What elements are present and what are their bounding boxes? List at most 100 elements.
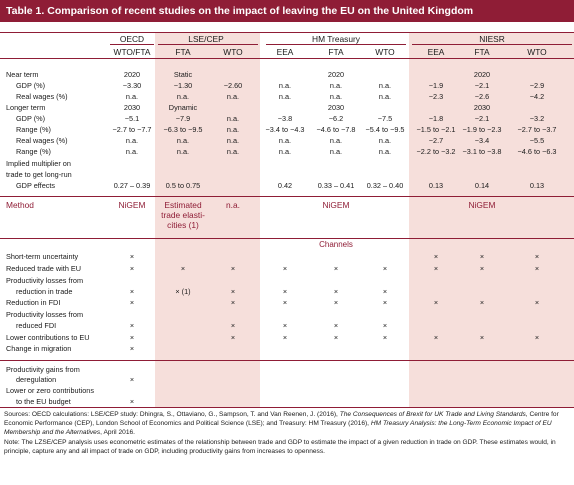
table-cell: n.a. xyxy=(329,136,343,145)
channel-mark: × xyxy=(230,298,236,307)
channel-mark: × xyxy=(129,397,135,406)
channel-mark: × xyxy=(129,321,135,330)
table-cell: 2020 xyxy=(327,70,345,79)
table-cell: 2030 xyxy=(123,103,141,112)
scenario-header: WTO/FTA xyxy=(113,47,151,57)
rule-org-underline-oecd xyxy=(110,44,154,45)
channel-mark: × xyxy=(382,298,388,307)
sources-text-3: , April 2016. xyxy=(100,429,135,437)
scenario-header: EEA xyxy=(427,47,445,57)
rule-org-underline-hmt xyxy=(266,44,406,45)
channel-mark: × xyxy=(129,252,135,261)
channel-mark: × xyxy=(479,298,485,307)
org-header: NIESR xyxy=(479,34,505,44)
row-label: Range (%) xyxy=(16,147,51,156)
channel-mark: × xyxy=(382,264,388,273)
channel-mark: × xyxy=(333,333,339,342)
channel-label: Productivity gains from xyxy=(6,365,80,374)
method-niesr: NiGEM xyxy=(468,200,496,210)
table-title: Table 1. Comparison of recent studies on… xyxy=(0,0,574,22)
table-cell: 2030 xyxy=(473,103,491,112)
table-cell: −5.4 to −9.5 xyxy=(365,125,405,134)
channel-mark: × xyxy=(282,264,288,273)
table-cell: −2.9 xyxy=(529,81,545,90)
table-cell: −3.1 to −3.8 xyxy=(462,147,502,156)
channel-mark: × xyxy=(282,321,288,330)
table-cell: n.a. xyxy=(278,136,292,145)
row-label: Real wages (%) xyxy=(16,136,68,145)
table-cell: −7.9 xyxy=(175,114,191,123)
scenario-header: WTO xyxy=(527,47,547,57)
table-cell: n.a. xyxy=(329,92,343,101)
rule-org-underline-niesr xyxy=(412,44,572,45)
channel-mark: × (1) xyxy=(175,287,191,296)
table-cell: −7.5 xyxy=(377,114,393,123)
table-cell: −5.1 xyxy=(124,114,140,123)
table-cell: n.a. xyxy=(378,81,392,90)
scenario-header: WTO xyxy=(375,47,395,57)
channel-mark: × xyxy=(382,287,388,296)
table-cell: −1.9 xyxy=(428,81,444,90)
rule-org-underline-lse xyxy=(158,44,258,45)
channel-mark: × xyxy=(180,264,186,273)
table-cell: −2.1 xyxy=(474,114,490,123)
method-lse-fta: Estimated xyxy=(164,200,202,210)
table-cell: n.a. xyxy=(125,147,139,156)
channel-label: reduction in trade xyxy=(16,287,73,296)
table-cell: n.a. xyxy=(378,136,392,145)
rule-method-top xyxy=(0,196,574,197)
rule-method-bottom xyxy=(0,238,574,239)
channel-label: Short-term uncertainty xyxy=(6,252,79,261)
row-label: Real wages (%) xyxy=(16,92,68,101)
method-oecd: NiGEM xyxy=(118,200,146,210)
table-cell: −3.8 xyxy=(277,114,293,123)
lse-shading xyxy=(155,32,260,407)
channel-label: Lower contributions to EU xyxy=(6,333,90,342)
channel-mark: × xyxy=(433,264,439,273)
multiplier-value: 0.5 to 0.75 xyxy=(165,181,201,190)
channel-mark: × xyxy=(333,321,339,330)
table-cell: −2.6 xyxy=(474,92,490,101)
sources-note: Sources: OECD calculations: LSE/CEP stud… xyxy=(4,410,570,456)
channel-mark: × xyxy=(129,333,135,342)
channel-mark: × xyxy=(479,252,485,261)
channel-mark: × xyxy=(333,298,339,307)
table-cell: Dynamic xyxy=(168,103,198,112)
table-cell: n.a. xyxy=(278,81,292,90)
channel-label: reduced FDI xyxy=(16,321,57,330)
row-label: GDP (%) xyxy=(16,81,46,90)
row-label: Near term xyxy=(6,70,39,79)
channel-mark: × xyxy=(230,264,236,273)
channel-mark: × xyxy=(129,344,135,353)
multiplier-value: 0.42 xyxy=(277,181,293,190)
table-cell: −2.7 to −3.7 xyxy=(517,125,557,134)
table-cell: n.a. xyxy=(378,147,392,156)
channel-mark: × xyxy=(230,287,236,296)
table-cell: −6.2 xyxy=(328,114,344,123)
row-label: Longer term xyxy=(6,103,46,112)
table-cell: Static xyxy=(173,70,193,79)
org-header: OECD xyxy=(119,34,145,44)
table-cell: n.a. xyxy=(176,147,190,156)
channel-mark: × xyxy=(534,333,540,342)
table-cell: −6.3 to −9.5 xyxy=(163,125,203,134)
channel-mark: × xyxy=(382,333,388,342)
table-cell: n.a. xyxy=(378,92,392,101)
channel-mark: × xyxy=(129,287,135,296)
table-cell: n.a. xyxy=(125,92,139,101)
table-cell: 2020 xyxy=(473,70,491,79)
row-label: GDP (%) xyxy=(16,114,46,123)
channel-mark: × xyxy=(479,264,485,273)
table-cell: n.a. xyxy=(176,92,190,101)
channel-mark: × xyxy=(230,333,236,342)
channel-mark: × xyxy=(433,298,439,307)
table-cell: n.a. xyxy=(278,147,292,156)
scenario-header: EEA xyxy=(276,47,294,57)
method-lse-fta: trade elasti- xyxy=(161,210,205,220)
channel-mark: × xyxy=(129,298,135,307)
multiplier-value: 0.27 – 0.39 xyxy=(113,181,151,190)
scenario-header: FTA xyxy=(328,47,344,57)
table-cell: 2020 xyxy=(123,70,141,79)
channel-mark: × xyxy=(230,321,236,330)
channel-mark: × xyxy=(282,298,288,307)
